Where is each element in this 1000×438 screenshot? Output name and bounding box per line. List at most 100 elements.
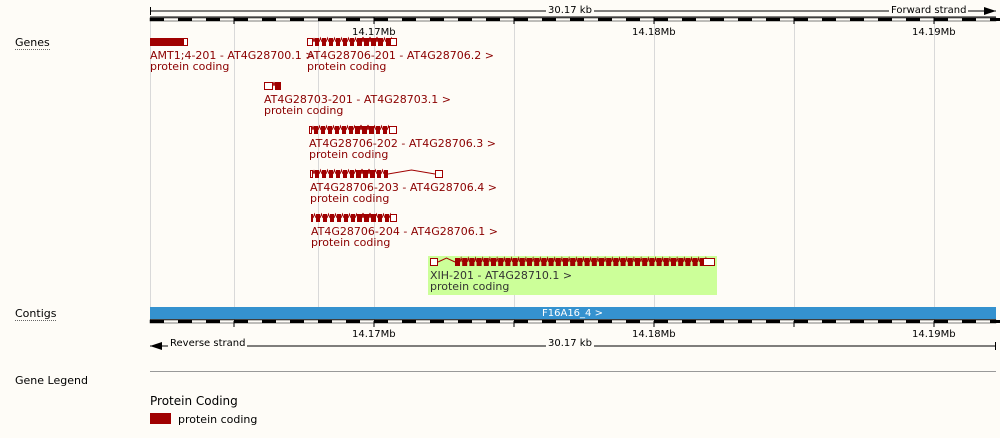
top-scale-segment (766, 18, 780, 21)
xih-201-gene-intron (560, 256, 564, 263)
xih-201-gene-intron (437, 257, 456, 263)
bottom-scale-segment (374, 320, 388, 323)
at4g28706-202-gene-intron (317, 124, 322, 131)
top-scale-segment (962, 18, 976, 21)
xih-201-gene-intron (481, 256, 485, 263)
bottom-scale-segment (878, 320, 892, 323)
bottom-scale-segment (514, 320, 528, 323)
at4g28706-203-gene-exon (377, 170, 381, 178)
bottom-scale-segment (934, 320, 948, 323)
xih-201-gene-exon (678, 258, 684, 266)
top-scale-segment (598, 18, 612, 21)
at4g28706-202-gene-exon (335, 126, 339, 134)
xih-201-gene-exon (455, 258, 460, 266)
bottom-scale-segment (654, 320, 668, 323)
gene-label-amt1[interactable]: AMT1;4-201 - AT4G28700.1 > (150, 49, 315, 62)
at4g28706-202-gene-exon (389, 126, 397, 134)
top-scale-segment (934, 18, 948, 21)
legend-swatch (150, 413, 171, 424)
xih-201-gene-intron (524, 256, 528, 263)
at4g28706-204-gene-exon (385, 214, 389, 222)
bottom-tick-label-3: 14.19Mb (912, 329, 956, 340)
xih-201-gene-exon (476, 258, 482, 266)
at4g28706-204-gene-intron (326, 212, 331, 219)
gene-label-at4g28706-201[interactable]: AT4G28706-201 - AT4G28706.2 > (307, 49, 494, 62)
bottom-scale-segment (822, 320, 836, 323)
gene-biotype-at4g28706-203: protein coding (310, 192, 390, 205)
at4g28706-204-gene-exon (357, 214, 361, 222)
at4g28706-202-gene-exon (376, 126, 380, 134)
genes-track-label[interactable]: Genes (15, 36, 50, 50)
reverse-strand-label: Reverse strand (168, 338, 248, 349)
at4g28706-201-gene-intron (332, 36, 337, 43)
top-scale-segment (850, 18, 864, 21)
at4g28706-202-gene-exon (355, 126, 359, 134)
at4g28706-204-gene-intron (312, 212, 317, 219)
bottom-scale-segment (766, 320, 780, 323)
gene-label-at4g28706-203[interactable]: AT4G28706-203 - AT4G28706.4 > (310, 181, 497, 194)
top-scale-segment (794, 18, 808, 21)
at4g28706-202-gene-exon (314, 126, 318, 134)
top-scale-segment (430, 18, 444, 21)
bottom-scale-segment (290, 320, 304, 323)
amt1-gene-exon (183, 38, 188, 46)
at4g28706-201-gene-exon (372, 38, 376, 46)
at4g28706-203-gene-intron (387, 169, 436, 175)
top-scale-segment (374, 18, 388, 21)
at4g28706-201-gene-intron (339, 36, 344, 43)
xih-201-gene-intron (632, 256, 636, 263)
xih-201-gene-exon (555, 258, 561, 266)
top-scale-segment (290, 18, 304, 21)
xih-201-gene-exon (469, 258, 475, 266)
at4g28706-204-gene-exon (337, 214, 341, 222)
at4g28706-203-gene-exon (350, 170, 354, 178)
contig-label[interactable]: F16A16_4 > (542, 308, 603, 319)
bottom-scale-segment (402, 320, 416, 323)
top-scale-segment (346, 18, 360, 21)
gene-label-at4g28706-202[interactable]: AT4G28706-202 - AT4G28706.3 > (309, 137, 496, 150)
at4g28706-202-gene-intron (379, 124, 384, 131)
bottom-scale-segment (458, 320, 472, 323)
contigs-track-label[interactable]: Contigs (15, 307, 57, 321)
bottom-tick-label-1: 14.17Mb (352, 329, 396, 340)
at4g28706-204-gene-exon (390, 214, 397, 222)
xih-201-gene-intron (675, 256, 679, 263)
top-scale-segment (682, 18, 696, 21)
xih-201-gene-exon (692, 258, 698, 266)
bottom-scale-frame (149, 319, 997, 324)
xih-201-gene-exon (534, 258, 540, 266)
top-scale-segment (654, 18, 668, 21)
top-scale-segment (318, 18, 332, 21)
contig-bar (150, 307, 996, 319)
at4g28706-201-gene-exon (358, 38, 362, 46)
top-length-label: 30.17 kb (546, 5, 594, 16)
bottom-scale-segment (542, 320, 556, 323)
at4g28706-203-gene-exon (343, 170, 347, 178)
at4g28706-203-gene-exon (336, 170, 340, 178)
top-scale-segment (234, 18, 248, 21)
at4g28706-202-gene-exon (321, 126, 325, 134)
xih-201-gene-exon (656, 258, 662, 266)
gene-label-at4g28706-204[interactable]: AT4G28706-204 - AT4G28706.1 > (311, 225, 498, 238)
xih-201-gene-exon (512, 258, 518, 266)
xih-201-gene-exon (527, 258, 532, 266)
top-scale-segment (402, 18, 416, 21)
at4g28706-202-gene-exon (369, 126, 373, 134)
at4g28706-203-gene-intron (346, 168, 351, 175)
gene-label-xih-201[interactable]: XIH-201 - AT4G28710.1 > (430, 269, 573, 282)
at4g28706-204-gene-exon (344, 214, 348, 222)
xih-201-gene-intron (603, 256, 607, 263)
bottom-scale-segment (850, 320, 864, 323)
at4g28706-201-gene-intron (325, 36, 330, 43)
at4g28706-203-gene-exon (322, 170, 326, 178)
bottom-scale-segment (150, 320, 164, 323)
at4g28706-203-gene-intron (318, 168, 323, 175)
gene-label-at4g28703-201[interactable]: AT4G28703-201 - AT4G28703.1 > (264, 93, 451, 106)
xih-201-gene-intron (473, 256, 478, 263)
at4g28706-204-gene-exon (316, 214, 320, 222)
forward-arrow (984, 7, 996, 15)
bottom-scale-segment (906, 320, 920, 323)
xih-201-gene-exon (703, 258, 715, 266)
at4g28706-204-gene-intron (319, 212, 324, 219)
top-scale-segment (486, 18, 500, 21)
